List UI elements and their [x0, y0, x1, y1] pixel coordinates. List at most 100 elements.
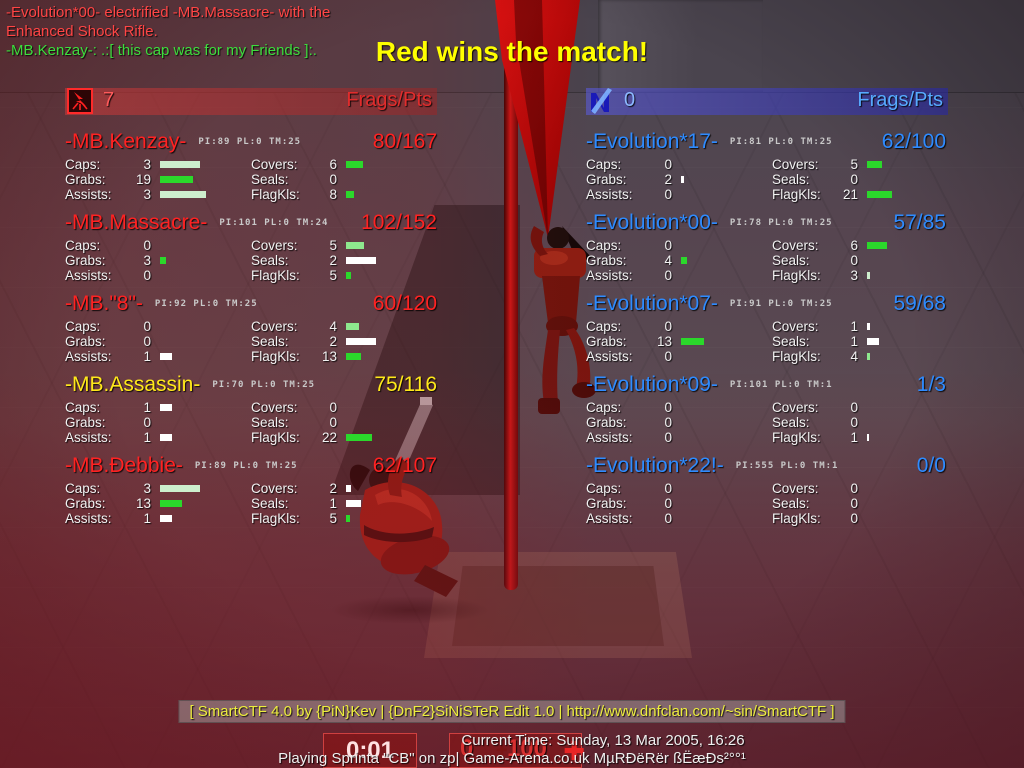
player-row: -Evolution*09- PI:101 PL:0 TM:1 1/3	[586, 373, 946, 400]
stat-label: Covers:	[772, 157, 819, 172]
player-stats: Caps: 3 Grabs: 19 Assists: 3 Covers: 6 Seals: 0 Fl…	[65, 157, 437, 207]
stat-label: Assists:	[586, 187, 633, 202]
stat-value: 0	[850, 496, 858, 511]
stat-label: Covers:	[772, 481, 819, 496]
stat-value: 1	[143, 400, 151, 415]
player-row: -MB.Massacre- PI:101 PL:0 TM:24 102/152	[65, 211, 437, 238]
stat-value: 0	[664, 268, 672, 283]
player-name: -Evolution*17-	[586, 130, 718, 153]
player-stats: Caps: 0 Grabs: 0 Assists: 1 Covers: 4 Seals: 2 Fla…	[65, 319, 437, 369]
red-team-flag-icon	[67, 88, 93, 114]
stat-value: 5	[850, 157, 858, 172]
stat-value: 21	[842, 187, 858, 202]
player-frags-pts: 62/107	[372, 454, 437, 477]
player-frags-pts: 57/85	[893, 211, 946, 234]
stat-label: Caps:	[586, 319, 622, 334]
stat-value: 0	[664, 481, 672, 496]
player-netinfo: PI:101 PL:0 TM:24	[219, 218, 329, 228]
stat-value: 1	[143, 511, 151, 526]
stat-label: Covers:	[772, 400, 819, 415]
stat-value: 4	[850, 349, 858, 364]
stat-label: Seals:	[251, 253, 289, 268]
stats-column: Caps: 0 Grabs: 0 Assists: 0	[586, 481, 772, 526]
stat-label: Grabs:	[586, 415, 627, 430]
stat-bar	[346, 515, 350, 522]
stat-label: Caps:	[65, 319, 101, 334]
stat-label: Caps:	[586, 238, 622, 253]
player-name: -Evolution*22!-	[586, 454, 724, 477]
stat-row: Grabs: 2	[586, 172, 772, 187]
stat-value: 2	[329, 481, 337, 496]
stat-bar	[346, 485, 351, 492]
stat-label: Assists:	[586, 349, 633, 364]
stat-label: Assists:	[65, 268, 112, 283]
stat-row: FlagKls: 13	[251, 349, 437, 364]
stat-value: 0	[664, 238, 672, 253]
blue-team-flag-icon	[588, 88, 614, 114]
stat-label: Grabs:	[65, 253, 106, 268]
red-flag	[495, 0, 580, 238]
player-frags-pts: 1/3	[916, 373, 946, 396]
stats-column: Covers: 5 Seals: 2 FlagKls: 5	[251, 238, 437, 283]
stat-value: 5	[329, 268, 337, 283]
blue-team-header-bar: 0 Frags/Pts	[586, 88, 948, 115]
armor-health-display: 0 ✚ 100 ✚	[449, 733, 585, 768]
flag-base-inset	[452, 566, 664, 646]
stat-label: Seals:	[772, 253, 810, 268]
stat-label: Caps:	[65, 481, 101, 496]
player-block: -Evolution*00- PI:78 PL:0 TM:25 57/85 Caps:…	[586, 211, 946, 292]
player-name: -MB.Massacre-	[65, 211, 208, 234]
player-block: -Evolution*07- PI:91 PL:0 TM:25 59/68 Caps:…	[586, 292, 946, 373]
stat-label: Grabs:	[65, 334, 106, 349]
stat-row: Assists: 0	[586, 511, 772, 526]
stat-row: Seals: 0	[772, 415, 958, 430]
stat-label: FlagKls:	[251, 187, 300, 202]
player-stats: Caps: 0 Grabs: 3 Assists: 0 Covers: 5 Seals: 2 Fla…	[65, 238, 437, 288]
stat-label: Grabs:	[65, 415, 106, 430]
stat-value: 1	[143, 349, 151, 364]
stat-label: Seals:	[772, 415, 810, 430]
stat-row: Seals: 0	[772, 172, 958, 187]
stat-label: Caps:	[586, 400, 622, 415]
stat-row: Seals: 1	[251, 496, 437, 511]
stat-row: Grabs: 0	[65, 334, 251, 349]
stat-value: 0	[850, 253, 858, 268]
stat-bar	[346, 191, 354, 198]
stat-label: Seals:	[251, 415, 289, 430]
player-netinfo: PI:555 PL:0 TM:1	[735, 461, 839, 471]
red-team-player-list: -MB.Kenzay- PI:89 PL:0 TM:25 80/167 Caps: 3 G…	[65, 130, 437, 535]
player-row: -Evolution*07- PI:91 PL:0 TM:25 59/68	[586, 292, 946, 319]
player-row: -MB."8"- PI:92 PL:0 TM:25 60/120	[65, 292, 437, 319]
stats-column: Covers: 1 Seals: 1 FlagKls: 4	[772, 319, 958, 364]
stats-column: Caps: 0 Grabs: 0 Assists: 1	[65, 319, 251, 364]
player-block: -Evolution*09- PI:101 PL:0 TM:1 1/3 Caps: 0 G…	[586, 373, 946, 454]
stat-bar	[867, 272, 870, 279]
stat-value: 0	[143, 319, 151, 334]
player-model-crouching	[349, 397, 458, 597]
stat-row: Grabs: 19	[65, 172, 251, 187]
player-block: -MB.Ðebbie- PI:89 PL:0 TM:25 62/107 Caps: 3 G…	[65, 454, 437, 535]
stat-label: FlagKls:	[772, 430, 821, 445]
stats-column: Covers: 2 Seals: 1 FlagKls: 5	[251, 481, 437, 526]
stats-column: Caps: 0 Grabs: 4 Assists: 0	[586, 238, 772, 283]
stats-column: Covers: 4 Seals: 2 FlagKls: 13	[251, 319, 437, 364]
stat-label: Assists:	[65, 349, 112, 364]
stat-value: 4	[664, 253, 672, 268]
stats-column: Caps: 0 Grabs: 2 Assists: 0	[586, 157, 772, 202]
player-row: -Evolution*17- PI:81 PL:0 TM:25 62/100	[586, 130, 946, 157]
armor-value: 0	[460, 735, 474, 762]
stat-value: 3	[143, 253, 151, 268]
stat-value: 0	[143, 415, 151, 430]
stat-label: Grabs:	[65, 172, 106, 187]
stat-value: 6	[329, 157, 337, 172]
blue-team-capture-score: 0	[624, 89, 636, 111]
red-team-capture-score: 7	[103, 89, 115, 111]
player-frags-pts: 102/152	[361, 211, 437, 234]
stat-value: 0	[664, 415, 672, 430]
stat-label: Seals:	[772, 172, 810, 187]
stat-label: Assists:	[586, 511, 633, 526]
player-row: -MB.Kenzay- PI:89 PL:0 TM:25 80/167	[65, 130, 437, 157]
stat-row: Caps: 3	[65, 481, 251, 496]
stat-row: Seals: 1	[772, 334, 958, 349]
